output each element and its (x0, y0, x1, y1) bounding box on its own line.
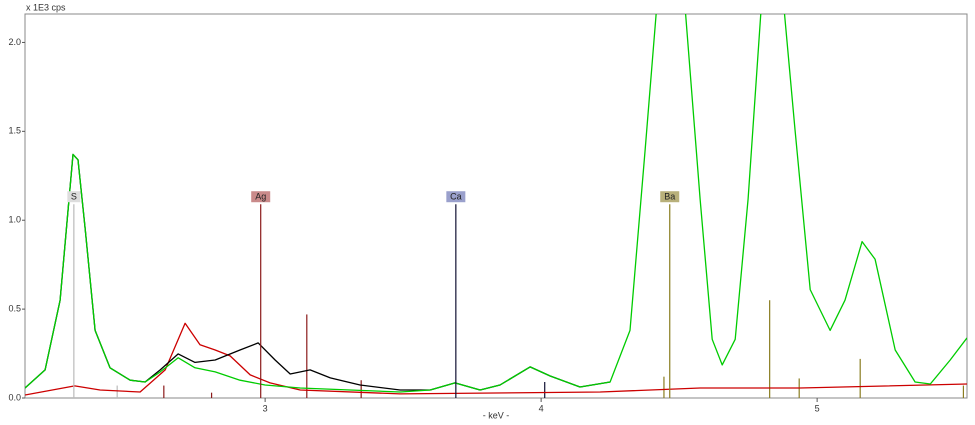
y-tick-label: 2.0 (8, 37, 21, 47)
spectrum-line (25, 322, 967, 396)
x-tick-label: 5 (815, 403, 820, 413)
element-label: Ba (664, 192, 675, 202)
y-unit: x 1E3 cps (26, 2, 66, 12)
element-label-box (446, 191, 466, 203)
spectrum-line (25, 153, 611, 391)
element-label: Ag (255, 192, 266, 202)
plot-area (25, 14, 967, 398)
element-label: Ca (450, 192, 462, 202)
x-tick-label: 4 (539, 403, 544, 413)
element-label-box (251, 191, 271, 203)
element-label: S (71, 192, 77, 202)
y-tick-label: 0.0 (8, 392, 21, 402)
spectrum-line (25, 14, 967, 393)
y-tick-label: 0.5 (8, 303, 21, 313)
element-label-box (660, 191, 680, 203)
y-tick-label: 1.5 (8, 126, 21, 136)
x-axis-label: - keV - (483, 410, 510, 420)
element-label-box (67, 191, 81, 203)
x-tick-label: 3 (263, 403, 268, 413)
plot-frame (24, 13, 968, 399)
y-tick-label: 1.0 (8, 215, 21, 225)
